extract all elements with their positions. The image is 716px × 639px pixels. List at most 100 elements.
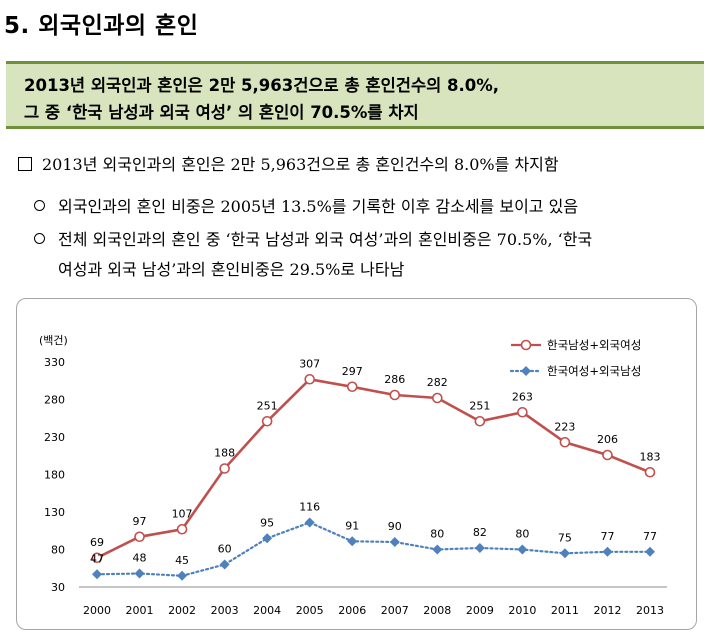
y-tick-label: 280	[44, 394, 65, 407]
y-tick-label: 130	[44, 506, 65, 519]
data-label: 183	[640, 450, 661, 463]
x-tick-label: 2009	[466, 604, 494, 617]
data-point	[304, 517, 315, 528]
sub-bullet-2-text-line1: 전체 외국인과의 혼인 중 ‘한국 남성과 외국 여성’과의 혼인비중은 70.…	[58, 230, 593, 249]
sub-bullet-1-text: 외국인과의 혼인 비중은 2005년 13.5%를 기록한 이후 감소세를 보이…	[58, 197, 579, 216]
sub-bullet-2: 전체 외국인과의 혼인 중 ‘한국 남성과 외국 여성’과의 혼인비중은 70.…	[34, 226, 592, 250]
data-point	[432, 544, 443, 555]
data-label: 107	[172, 507, 193, 520]
data-point	[304, 373, 315, 385]
y-tick-label: 330	[44, 356, 65, 369]
data-point	[517, 544, 528, 555]
y-tick-labels: 30 80 130 180 230 280 330	[44, 356, 65, 594]
data-label: 263	[512, 390, 533, 403]
data-label: 82	[473, 526, 487, 539]
data-point	[474, 415, 486, 427]
data-label: 80	[515, 528, 529, 541]
section-title: 5. 외국인과의 혼인	[4, 13, 199, 39]
x-tick-label: 2002	[168, 604, 196, 617]
data-point	[261, 415, 273, 427]
sub-bullet-2-continued: 여성과 외국 남성’과의 혼인비중은 29.5%로 나타남	[58, 256, 404, 280]
legend-label: 한국남성+외국여성	[547, 338, 641, 352]
x-tick-label: 2008	[423, 604, 451, 617]
data-label: 286	[384, 373, 405, 386]
data-label: 45	[175, 554, 189, 567]
series-line	[96, 377, 651, 559]
data-point	[602, 546, 613, 557]
x-tick-label: 2007	[381, 604, 409, 617]
data-label: 77	[643, 530, 657, 543]
data-label: 251	[469, 399, 490, 412]
data-label: 297	[342, 365, 363, 378]
x-tick-label: 2000	[83, 604, 111, 617]
data-point	[432, 392, 443, 404]
data-point	[176, 523, 188, 535]
x-tick-label: 2004	[253, 604, 281, 617]
legend-marker	[520, 339, 532, 351]
legend-marker	[521, 366, 531, 376]
data-label: 116	[299, 501, 320, 514]
x-tick-label: 2006	[338, 604, 366, 617]
x-tick-labels: 2000 2001 2002 2003 2004 2005 2006 2007 2008 2009…	[83, 604, 664, 617]
data-label: 251	[257, 399, 278, 412]
data-label: 48	[133, 552, 147, 565]
data-point	[474, 543, 485, 553]
data-label: 95	[260, 516, 274, 529]
x-tick-label: 2010	[508, 604, 536, 617]
circle-bullet-icon	[34, 233, 45, 244]
main-bullet: 2013년 외국인과의 혼인은 2만 5,963건으로 총 혼인건수의 8.0%…	[18, 151, 559, 175]
x-tick-label: 2011	[551, 604, 579, 617]
data-point	[644, 466, 656, 478]
y-tick-label: 30	[51, 581, 65, 594]
data-point	[559, 548, 570, 559]
data-point	[347, 536, 358, 547]
y-tick-label: 180	[44, 469, 65, 482]
data-point	[134, 531, 145, 543]
data-label: 206	[597, 433, 618, 446]
data-label: 91	[345, 519, 359, 532]
data-label: 75	[558, 531, 572, 544]
data-point	[389, 389, 401, 401]
data-label: 60	[218, 543, 232, 556]
data-label: 69	[90, 536, 104, 549]
data-point	[602, 449, 613, 461]
data-label: 282	[427, 376, 448, 389]
legend-label: 한국여성+외국남성	[547, 364, 641, 378]
y-tick-label: 80	[51, 544, 65, 557]
y-tick-label: 230	[44, 431, 65, 444]
data-label: 223	[554, 420, 575, 433]
x-tick-label: 2005	[296, 604, 324, 617]
series-line	[95, 521, 652, 577]
sub-bullet-1: 외국인과의 혼인 비중은 2005년 13.5%를 기록한 이후 감소세를 보이…	[34, 193, 578, 217]
x-tick-label: 2012	[593, 604, 621, 617]
data-point	[177, 570, 188, 581]
data-label: 90	[388, 520, 402, 533]
x-tick-label: 2013	[636, 604, 664, 617]
data-point	[517, 406, 528, 418]
x-tick-label: 2003	[211, 604, 239, 617]
y-axis-unit-label: (백건)	[39, 334, 68, 347]
x-tick-label: 2001	[126, 604, 154, 617]
data-point	[346, 381, 358, 393]
main-bullet-text: 2013년 외국인과의 혼인은 2만 5,963건으로 총 혼인건수의 8.0%…	[42, 155, 559, 174]
circle-bullet-icon	[34, 200, 45, 211]
data-label: 47	[90, 552, 104, 565]
data-point	[219, 463, 230, 474]
series-layer: 69 97 107 188 251 307 297 286 282 251 263 223 206 183…	[90, 357, 661, 581]
summary-line-2: 그 중 ‘한국 남성과 외국 여성’ 의 혼인이 70.5%를 차지	[24, 103, 419, 122]
data-label: 97	[133, 515, 147, 528]
data-point	[91, 552, 103, 564]
data-label: 80	[430, 528, 444, 541]
data-point	[262, 533, 273, 544]
data-point	[134, 568, 145, 579]
summary-box: 2013년 외국인과 혼인은 2만 5,963건으로 총 혼인건수의 8.0%,…	[6, 61, 704, 129]
sub-bullet-2-text-line2: 여성과 외국 남성’과의 혼인비중은 29.5%로 나타남	[58, 260, 405, 279]
data-label: 307	[299, 357, 320, 370]
data-point	[219, 559, 230, 570]
square-bullet-icon	[18, 157, 32, 171]
data-point	[645, 546, 655, 557]
data-point	[559, 436, 571, 448]
data-label: 77	[600, 530, 614, 543]
